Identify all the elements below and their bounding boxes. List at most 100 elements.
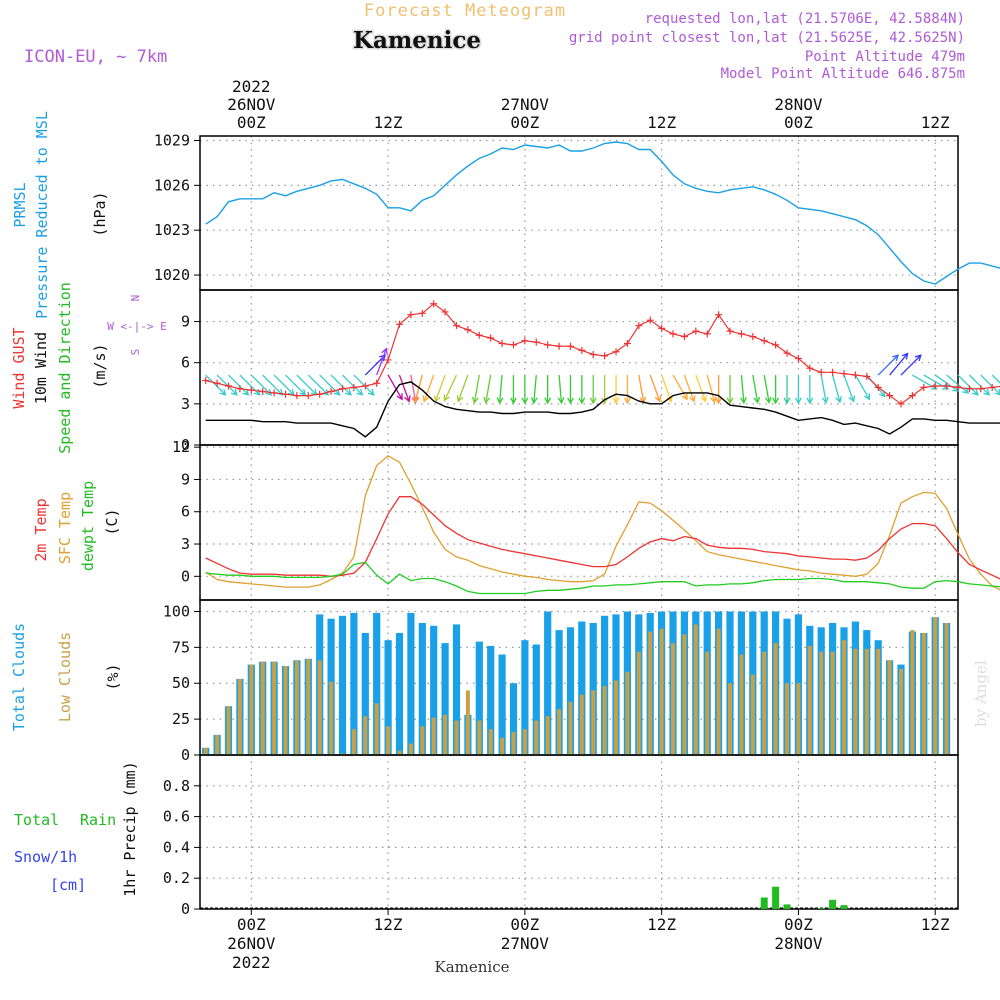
wind-arrow-head: [456, 395, 464, 403]
wind-arrow-head: [624, 397, 631, 405]
low-cloud-bar: [921, 633, 926, 755]
gust-marker: [954, 383, 962, 391]
low-cloud-bar: [568, 701, 573, 755]
low-cloud-bar: [750, 674, 755, 755]
low-cloud-bar: [602, 686, 607, 755]
model-altitude: Model Point Altitude 646.875m: [721, 66, 965, 82]
wind-arrow-shaft: [683, 374, 695, 402]
y-tick-label: 100: [163, 602, 190, 620]
low-cloud-bar: [659, 628, 664, 755]
wind-arrow-shaft: [968, 374, 990, 396]
low-cloud-bar: [351, 729, 356, 755]
y-tick-label: 0.2: [163, 869, 190, 887]
total-cloud-bar: [361, 633, 369, 755]
gust-marker: [487, 334, 495, 342]
wind-arrow-shaft: [414, 374, 423, 403]
wind-arrow-head: [983, 388, 991, 396]
wind-arrow-head: [806, 397, 814, 405]
low-cloud-bar: [522, 729, 527, 755]
t2m-line: [205, 496, 1000, 580]
low-cloud-bar: [260, 661, 265, 755]
y-tick-label: 0: [181, 746, 190, 764]
cloud-label-total: Total Clouds: [10, 623, 28, 731]
wind-arrow-shaft: [273, 374, 295, 396]
low-cloud-bar: [534, 720, 539, 755]
gust-marker: [840, 370, 848, 378]
total-cloud-bar: [384, 640, 392, 755]
panel-frame: [199, 289, 959, 446]
gust-marker: [794, 355, 802, 363]
wind-arrow-head: [496, 397, 504, 405]
panel-1: 0 3 6 9: [181, 289, 1000, 454]
low-cloud-bar: [876, 648, 881, 755]
total-cloud-bar: [487, 645, 495, 755]
y-tick-label: 1026: [154, 176, 190, 194]
gust-marker: [293, 392, 301, 400]
wind-arrow-head: [821, 396, 829, 404]
gust-marker: [532, 338, 540, 346]
low-cloud-bar: [488, 729, 493, 755]
gust-marker: [760, 337, 768, 345]
pressure-labels: PRMSL Pressure Reduced to MSL (hPa): [11, 111, 109, 319]
wind-arrow-shaft: [330, 374, 352, 396]
pressure-line: [205, 141, 1000, 285]
low-cloud-bar: [785, 683, 789, 755]
wind-arrow-shaft: [900, 354, 922, 376]
gust-marker: [259, 388, 267, 396]
y-tick-label: 9: [181, 313, 190, 331]
gust-marker: [749, 333, 757, 341]
rain-bar: [840, 905, 848, 909]
low-cloud-bar: [830, 651, 835, 755]
wind-arrow-head: [764, 396, 772, 404]
gust-marker: [509, 341, 517, 349]
y-tick-label: 1029: [154, 131, 190, 149]
precip-label-total: Total: [14, 811, 59, 829]
gust-marker: [601, 352, 609, 360]
wind-arrow-head: [654, 395, 662, 403]
total-cloud-bar: [407, 612, 415, 755]
wind-arrow-shaft: [307, 374, 329, 396]
wind-arrow-head: [443, 394, 450, 402]
total-cloud-bar: [521, 640, 529, 755]
wind-arrow-shaft: [342, 374, 363, 396]
y-tick-label: 0: [181, 567, 190, 585]
total-cloud-bar: [395, 633, 404, 755]
temp-label-sfc: SFC Temp: [56, 492, 74, 564]
wind-arrow-head: [901, 352, 909, 360]
wind-arrow-head: [835, 396, 842, 404]
gust-marker: [475, 331, 483, 339]
y-tick-label: 6: [181, 354, 190, 372]
gust-marker: [213, 379, 221, 387]
y-tick-label: 1023: [154, 221, 190, 239]
temp-label-dewpt: dewpt Temp: [79, 481, 97, 571]
wind-arrow-head: [544, 397, 552, 405]
low-cloud-bar: [796, 683, 801, 755]
low-cloud-bar: [443, 714, 448, 755]
gust-marker: [464, 326, 472, 334]
gust-marker: [441, 308, 449, 316]
wind-arrow-head: [753, 396, 761, 404]
credit-watermark: by Angel: [972, 660, 990, 727]
gust-marker: [236, 385, 244, 393]
y-tick-label: 0.4: [163, 838, 190, 856]
wind-arrow-shaft: [923, 374, 949, 390]
y-tick-label: 9: [181, 470, 190, 488]
total-cloud-bar: [532, 644, 540, 755]
dewpt-line: [205, 561, 1000, 595]
temp-labels: 2m Temp SFC Temp dewpt Temp (C): [32, 481, 121, 571]
low-cloud-bar: [853, 648, 858, 755]
wind-arrow-shaft: [296, 374, 318, 396]
wind-arrow-shaft: [473, 374, 480, 403]
wind-label-gust: Wind GUST: [10, 327, 28, 408]
wind-arrow-head: [404, 395, 411, 403]
wind-arrow-shaft: [831, 374, 841, 403]
gust-marker: [965, 385, 973, 393]
wind-arrow-head: [971, 388, 979, 396]
y-tick-label: 0.6: [163, 808, 190, 826]
gust-marker: [931, 382, 939, 390]
precip-axis-label: 1hr Precip (mm): [121, 761, 139, 896]
gust-marker: [224, 382, 232, 390]
time-label-top: 12Z: [374, 113, 403, 132]
y-tick-label: 12: [172, 438, 190, 456]
low-cloud-bar: [306, 658, 311, 755]
